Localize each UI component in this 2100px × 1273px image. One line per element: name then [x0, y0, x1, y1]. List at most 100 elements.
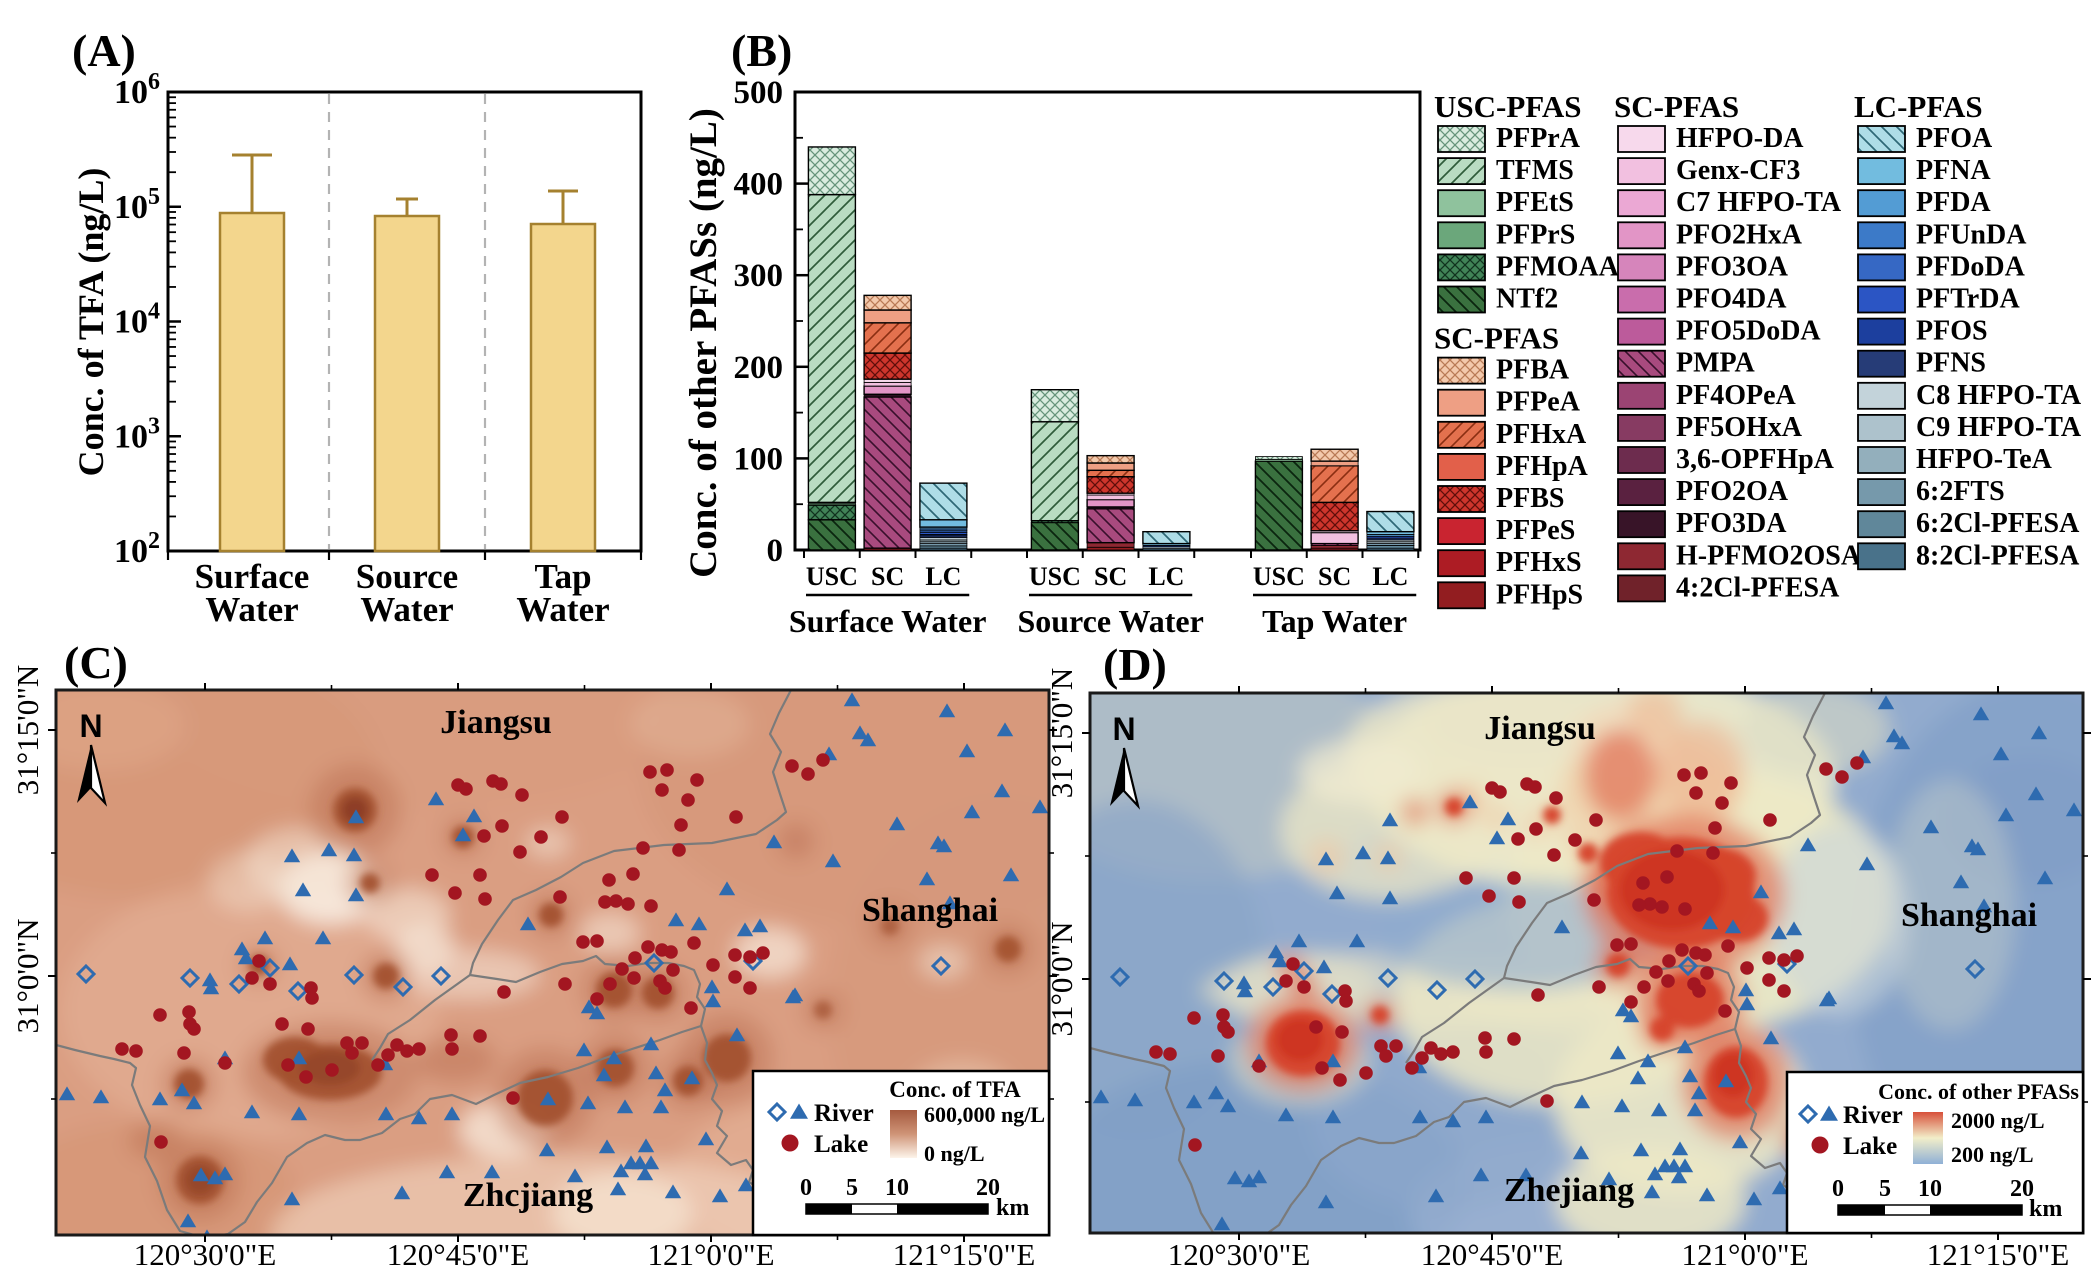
svg-text:NTf2: NTf2 [1496, 284, 1558, 315]
svg-text:Jiangsu: Jiangsu [1484, 710, 1596, 747]
svg-text:400: 400 [734, 167, 784, 203]
svg-text:PFO3DA: PFO3DA [1676, 508, 1787, 539]
svg-text:km: km [2029, 1196, 2062, 1222]
svg-text:0: 0 [800, 1175, 812, 1201]
svg-text:Zhcjiang: Zhcjiang [463, 1177, 593, 1214]
svg-text:Jiangsu: Jiangsu [440, 704, 552, 741]
svg-text:200 ng/L: 200 ng/L [1951, 1142, 2034, 1167]
svg-text:PFEtS: PFEtS [1496, 187, 1574, 218]
svg-text:LC: LC [925, 562, 961, 591]
svg-text:100: 100 [734, 441, 784, 477]
svg-text:120°30'0"E: 120°30'0"E [1168, 1237, 1311, 1272]
svg-text:USC-PFAS: USC-PFAS [1434, 89, 1582, 124]
svg-text:PF4OPeA: PF4OPeA [1676, 380, 1797, 411]
svg-text:N: N [1112, 711, 1135, 747]
svg-text:N: N [79, 708, 102, 744]
svg-text:31°0'0"N: 31°0'0"N [10, 918, 45, 1033]
svg-text:Shanghai: Shanghai [1901, 897, 2037, 934]
svg-text:Water: Water [360, 590, 453, 629]
svg-text:USC: USC [806, 562, 858, 591]
svg-text:SC-PFAS: SC-PFAS [1434, 321, 1559, 356]
svg-text:PFMOAA: PFMOAA [1496, 251, 1620, 282]
svg-text:PMPA: PMPA [1676, 348, 1756, 379]
svg-text:(D): (D) [1103, 639, 1167, 690]
svg-text:SC: SC [1318, 562, 1351, 591]
svg-text:Surface: Surface [195, 557, 310, 596]
svg-text:PFHpA: PFHpA [1496, 451, 1589, 482]
svg-text:PFTrDA: PFTrDA [1916, 284, 2020, 315]
svg-text:120°30'0"E: 120°30'0"E [134, 1237, 277, 1272]
svg-text:Source Water: Source Water [1017, 603, 1203, 639]
svg-text:HFPO-DA: HFPO-DA [1676, 123, 1804, 154]
svg-text:PFBS: PFBS [1496, 483, 1564, 514]
svg-text:River: River [814, 1100, 874, 1127]
svg-text:121°0'0"E: 121°0'0"E [647, 1237, 774, 1272]
svg-text:120°45'0"E: 120°45'0"E [1421, 1237, 1564, 1272]
svg-text:SC: SC [1094, 562, 1127, 591]
svg-text:LC: LC [1372, 562, 1408, 591]
svg-text:USC: USC [1029, 562, 1081, 591]
svg-text:(C): (C) [64, 637, 128, 688]
svg-text:PFBA: PFBA [1496, 355, 1570, 386]
svg-text:500: 500 [734, 75, 784, 111]
svg-text:PFHpS: PFHpS [1496, 579, 1583, 610]
svg-text:C8 HFPO-TA: C8 HFPO-TA [1916, 380, 2082, 411]
svg-text:Surface Water: Surface Water [789, 603, 987, 639]
svg-text:121°15'0"E: 121°15'0"E [1927, 1237, 2070, 1272]
svg-text:PFPrA: PFPrA [1496, 123, 1581, 154]
svg-text:PFO5DoDA: PFO5DoDA [1676, 316, 1821, 347]
svg-text:10: 10 [1918, 1176, 1942, 1202]
svg-text:6:2FTS: 6:2FTS [1916, 476, 2005, 507]
svg-text:PFO4DA: PFO4DA [1676, 284, 1787, 315]
svg-text:5: 5 [846, 1175, 858, 1201]
svg-text:km: km [996, 1195, 1029, 1221]
svg-text:Genx-CF3: Genx-CF3 [1676, 155, 1800, 186]
svg-text:600,000 ng/L: 600,000 ng/L [924, 1102, 1045, 1127]
svg-text:LC: LC [1148, 562, 1184, 591]
svg-text:Lake: Lake [814, 1131, 868, 1158]
svg-text:Tap Water: Tap Water [1262, 603, 1407, 639]
svg-text:0 ng/L: 0 ng/L [924, 1141, 985, 1166]
svg-text:River: River [1843, 1102, 1903, 1129]
svg-text:5: 5 [1879, 1176, 1891, 1202]
svg-text:PFOA: PFOA [1916, 123, 1993, 154]
svg-text:Water: Water [205, 590, 298, 629]
svg-text:PFPeA: PFPeA [1496, 387, 1581, 418]
svg-text:120°45'0"E: 120°45'0"E [387, 1237, 530, 1272]
svg-text:(A): (A) [72, 25, 136, 76]
svg-text:121°15'0"E: 121°15'0"E [893, 1237, 1036, 1272]
svg-text:PFNS: PFNS [1916, 348, 1986, 379]
svg-text:20: 20 [976, 1175, 1000, 1201]
svg-text:300: 300 [734, 258, 784, 294]
svg-text:HFPO-TeA: HFPO-TeA [1916, 444, 2053, 475]
svg-text:H-PFMO2OSA: H-PFMO2OSA [1676, 540, 1862, 571]
svg-text:Conc. of TFA (ng/L): Conc. of TFA (ng/L) [71, 168, 111, 477]
svg-text:LC-PFAS: LC-PFAS [1854, 89, 1983, 124]
svg-text:6:2Cl-PFESA: 6:2Cl-PFESA [1916, 508, 2080, 539]
svg-text:PFUnDA: PFUnDA [1916, 219, 2027, 250]
svg-text:PFOS: PFOS [1916, 316, 1988, 347]
svg-text:Tap: Tap [534, 557, 591, 596]
svg-text:Water: Water [516, 590, 609, 629]
svg-text:4:2Cl-PFESA: 4:2Cl-PFESA [1676, 572, 1840, 603]
svg-text:31°15'0"N: 31°15'0"N [10, 665, 45, 796]
svg-text:200: 200 [734, 350, 784, 386]
svg-text:PFO2HxA: PFO2HxA [1676, 219, 1803, 250]
svg-text:PFPrS: PFPrS [1496, 219, 1575, 250]
svg-text:PFPeS: PFPeS [1496, 515, 1575, 546]
svg-text:2000 ng/L: 2000 ng/L [1951, 1108, 2045, 1133]
svg-text:USC: USC [1253, 562, 1305, 591]
svg-text:Lake: Lake [1843, 1133, 1897, 1160]
svg-text:121°0'0"E: 121°0'0"E [1681, 1237, 1808, 1272]
svg-text:PFO3OA: PFO3OA [1676, 251, 1789, 282]
svg-text:SC: SC [871, 562, 904, 591]
svg-text:PFO2OA: PFO2OA [1676, 476, 1789, 507]
svg-text:PF5OHxA: PF5OHxA [1676, 412, 1803, 443]
svg-text:0: 0 [1832, 1176, 1844, 1202]
svg-text:TFMS: TFMS [1496, 155, 1574, 186]
svg-text:Source: Source [356, 557, 458, 596]
svg-text:PFHxA: PFHxA [1496, 419, 1587, 450]
svg-text:C9 HFPO-TA: C9 HFPO-TA [1916, 412, 2082, 443]
svg-text:0: 0 [767, 533, 784, 569]
svg-text:Conc. of other PFASs (ng/L): Conc. of other PFASs (ng/L) [682, 108, 725, 578]
